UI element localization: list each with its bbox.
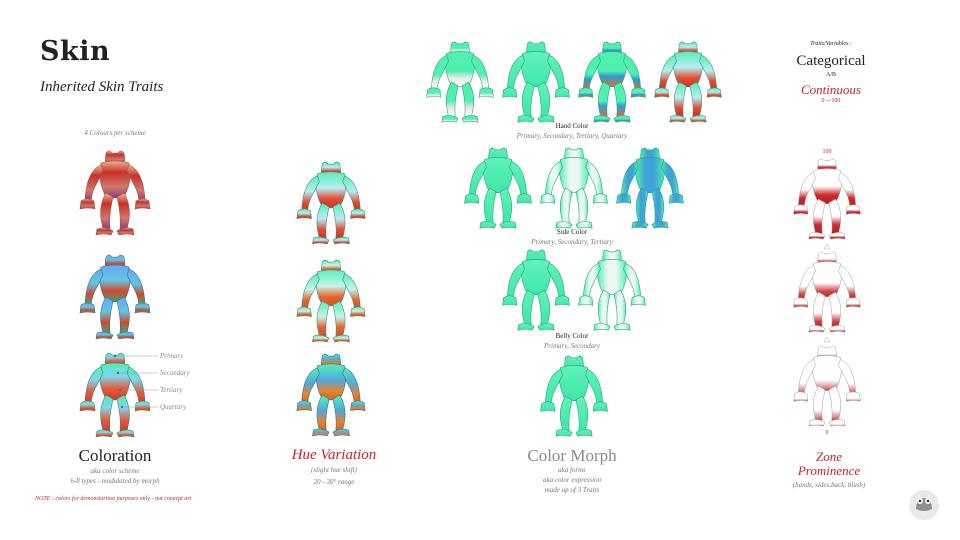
callout-lines <box>113 354 158 409</box>
coloration-desc-1: aka color scheme <box>90 467 140 475</box>
zone-title-1: Zone <box>816 449 842 464</box>
zone-desc: (hands, sides,back, blush) <box>792 481 866 489</box>
hue-title: Hue Variation <box>291 447 377 463</box>
traits-range: 0 ->100 <box>821 98 841 104</box>
belly-color-label: Belly Color <box>555 332 589 340</box>
frog-hand-4 <box>648 40 728 126</box>
callout-quartary: Quartary <box>160 403 187 411</box>
frog-hue-2 <box>292 258 370 346</box>
morph-desc-2: aka color expression <box>542 476 602 484</box>
zone-top-value: 100 <box>822 149 832 155</box>
coloration-title: Coloration <box>78 446 152 465</box>
hue-desc-2: 20 - 30° range <box>313 478 355 486</box>
frog-logo-icon <box>909 490 939 520</box>
frog-zone-high <box>787 157 867 243</box>
frog-coloration-cool <box>75 252 155 344</box>
traits-categorical: Categorical <box>796 53 866 69</box>
frog-hand-3 <box>572 40 652 126</box>
morph-title: Color Morph <box>527 446 617 465</box>
side-color-label: Side Color <box>556 228 588 236</box>
page-subtitle: Inherited Skin Traits <box>40 79 164 95</box>
callout-primary: Primary <box>160 352 184 360</box>
zone-arrow-2 <box>823 336 831 343</box>
zone-arrow-1 <box>823 243 831 250</box>
frog-belly-1 <box>496 248 576 334</box>
traits-heading: Traits/Variables : <box>810 41 852 47</box>
frog-belly-2 <box>572 248 652 334</box>
frog-side-2 <box>534 146 614 232</box>
callout-tertiary: Tertiary <box>160 386 183 394</box>
hand-color-label: Hand Color <box>555 122 589 130</box>
hue-desc-1: (slight hue shift) <box>311 466 357 474</box>
frog-side-1 <box>458 146 538 232</box>
page-title: Skin <box>40 36 111 67</box>
frog-hue-3 <box>292 352 370 440</box>
zone-bottom-value: 0 <box>825 430 829 436</box>
belly-color-sub: Primary, Secondary <box>544 342 600 350</box>
frog-hand-2 <box>496 40 576 126</box>
frog-zone-mid <box>787 250 867 336</box>
coloration-note: 4 Colours per scheme <box>84 129 146 137</box>
traits-ab: A/B <box>825 72 837 78</box>
demo-note: NOTE : colors for demonstartion purposes… <box>35 496 192 502</box>
morph-desc-3: made up of 3 Traits <box>544 486 600 494</box>
frog-morph-result <box>534 354 614 440</box>
callout-secondary: Secondary <box>160 369 190 377</box>
traits-continuous: Continuous <box>801 82 861 97</box>
hand-color-sub: Primary, Secondary, Tertiary, Quartary <box>516 132 628 140</box>
coloration-desc-2: 6-8 types - modulated by morph <box>70 477 160 485</box>
frog-hue-1 <box>292 160 370 248</box>
frog-side-3 <box>610 146 690 232</box>
side-color-sub: Primary, Secondary, Tertiary <box>531 238 613 246</box>
frog-zone-low <box>787 344 867 430</box>
zone-title-2: Prominence <box>797 463 861 478</box>
frog-coloration-warm <box>75 148 155 240</box>
frog-hand-1 <box>420 40 500 126</box>
morph-desc-1: aka forms <box>558 466 586 474</box>
